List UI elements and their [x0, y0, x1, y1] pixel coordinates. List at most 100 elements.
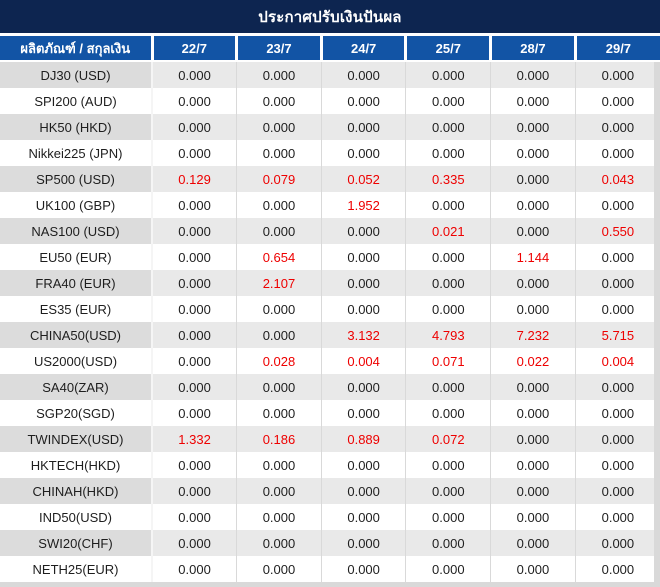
value-cell: 0.000 [490, 88, 576, 114]
value-cell: 0.000 [490, 61, 576, 88]
product-cell: CHINA50(USD) [0, 322, 153, 348]
value-cell: 0.043 [574, 166, 660, 192]
product-cell: SP500 (USD) [0, 166, 153, 192]
dividend-table: ผลิตภัณฑ์ / สกุลเงิน 22/7 23/7 24/7 25/7… [0, 36, 660, 582]
table-row: CHINAH(HKD) 0.000 0.000 0.000 0.000 0.000 0.0… [0, 478, 660, 504]
value-cell: 7.232 [490, 322, 576, 348]
value-cell: 1.332 [151, 426, 237, 452]
table-row: DJ30 (USD) 0.000 0.000 0.000 0.000 0.000 0.00… [0, 61, 660, 88]
table-row: CHINA50(USD) 0.000 0.000 3.132 4.793 7.232 5.… [0, 322, 660, 348]
value-cell: 0.000 [151, 322, 237, 348]
value-cell: 0.000 [236, 88, 322, 114]
product-cell: CHINAH(HKD) [0, 478, 153, 504]
value-cell: 0.000 [490, 504, 576, 530]
value-cell: 0.000 [151, 114, 237, 140]
value-cell: 0.000 [574, 61, 660, 88]
table-row: HKTECH(HKD) 0.000 0.000 0.000 0.000 0.000 0.0… [0, 452, 660, 478]
value-cell: 0.000 [320, 140, 406, 166]
value-cell: 0.000 [236, 504, 322, 530]
table-row: TWINDEX(USD) 1.332 0.186 0.889 0.072 0.000 0.… [0, 426, 660, 452]
value-cell: 0.000 [236, 400, 322, 426]
value-cell: 0.000 [405, 530, 491, 556]
value-cell: 0.000 [490, 374, 576, 400]
value-cell: 0.000 [151, 192, 237, 218]
value-cell: 0.654 [236, 244, 322, 270]
table-row: SA40(ZAR) 0.000 0.000 0.000 0.000 0.000 0.000 [0, 374, 660, 400]
value-cell: 0.000 [574, 556, 660, 582]
value-cell: 0.000 [236, 452, 322, 478]
value-cell: 0.000 [236, 322, 322, 348]
value-cell: 0.000 [236, 530, 322, 556]
value-cell: 0.000 [490, 478, 576, 504]
value-cell: 0.022 [490, 348, 576, 374]
product-cell: SPI200 (AUD) [0, 88, 153, 114]
product-cell: SA40(ZAR) [0, 374, 153, 400]
value-cell: 0.000 [490, 166, 576, 192]
value-cell: 0.000 [574, 192, 660, 218]
product-cell: NETH25(EUR) [0, 556, 153, 582]
value-cell: 0.000 [151, 244, 237, 270]
value-cell: 0.889 [320, 426, 406, 452]
value-cell: 0.000 [405, 478, 491, 504]
product-cell: UK100 (GBP) [0, 192, 153, 218]
value-cell: 0.000 [405, 452, 491, 478]
table-row: SP500 (USD) 0.129 0.079 0.052 0.335 0.000 0.0… [0, 166, 660, 192]
value-cell: 0.000 [151, 270, 237, 296]
value-cell: 0.000 [574, 504, 660, 530]
value-cell: 0.000 [490, 140, 576, 166]
product-cell: SGP20(SGD) [0, 400, 153, 426]
value-cell: 0.000 [320, 504, 406, 530]
value-cell: 0.000 [320, 114, 406, 140]
value-cell: 0.072 [405, 426, 491, 452]
header-row: ผลิตภัณฑ์ / สกุลเงิน 22/7 23/7 24/7 25/7… [0, 36, 660, 62]
value-cell: 0.000 [320, 374, 406, 400]
value-cell: 0.000 [574, 140, 660, 166]
value-cell: 0.052 [320, 166, 406, 192]
value-cell: 0.000 [574, 244, 660, 270]
table-row: IND50(USD) 0.000 0.000 0.000 0.000 0.000 0.00… [0, 504, 660, 530]
value-cell: 0.000 [490, 218, 576, 244]
table-row: NAS100 (USD) 0.000 0.000 0.000 0.021 0.000 0.… [0, 218, 660, 244]
table-row: NETH25(EUR) 0.000 0.000 0.000 0.000 0.000 0.0… [0, 556, 660, 582]
value-cell: 1.952 [320, 192, 406, 218]
product-cell: TWINDEX(USD) [0, 426, 153, 452]
value-cell: 4.793 [405, 322, 491, 348]
date-header-cell: 24/7 [319, 36, 406, 62]
value-cell: 0.000 [151, 504, 237, 530]
value-cell: 0.000 [574, 530, 660, 556]
value-cell: 0.079 [236, 166, 322, 192]
value-cell: 5.715 [574, 322, 660, 348]
value-cell: 0.000 [236, 61, 322, 88]
value-cell: 0.000 [151, 400, 237, 426]
table-row: SGP20(SGD) 0.000 0.000 0.000 0.000 0.000 0.00… [0, 400, 660, 426]
value-cell: 0.000 [574, 452, 660, 478]
table-row: Nikkei225 (JPN) 0.000 0.000 0.000 0.000 0.00… [0, 140, 660, 166]
value-cell: 0.000 [405, 244, 491, 270]
value-cell: 0.004 [320, 348, 406, 374]
value-cell: 0.000 [574, 426, 660, 452]
value-cell: 0.000 [320, 244, 406, 270]
value-cell: 0.335 [405, 166, 491, 192]
value-cell: 0.000 [405, 88, 491, 114]
value-cell: 0.028 [236, 348, 322, 374]
value-cell: 0.000 [151, 218, 237, 244]
product-cell: NAS100 (USD) [0, 218, 153, 244]
value-cell: 0.000 [490, 452, 576, 478]
value-cell: 2.107 [236, 270, 322, 296]
page-title: ประกาศปรับเงินปันผล [258, 8, 402, 26]
value-cell: 0.000 [320, 296, 406, 322]
value-cell: 0.000 [405, 504, 491, 530]
value-cell: 0.000 [236, 218, 322, 244]
value-cell: 0.000 [490, 400, 576, 426]
product-cell: US2000(USD) [0, 348, 153, 374]
value-cell: 0.000 [320, 218, 406, 244]
value-cell: 0.129 [151, 166, 237, 192]
table-row: FRA40 (EUR) 0.000 2.107 0.000 0.000 0.000 0.0… [0, 270, 660, 296]
value-cell: 0.000 [320, 478, 406, 504]
product-cell: ES35 (EUR) [0, 296, 153, 322]
value-cell: 0.000 [151, 140, 237, 166]
product-cell: Nikkei225 (JPN) [0, 140, 153, 166]
value-cell: 0.000 [320, 88, 406, 114]
value-cell: 0.000 [490, 426, 576, 452]
value-cell: 0.000 [405, 61, 491, 88]
